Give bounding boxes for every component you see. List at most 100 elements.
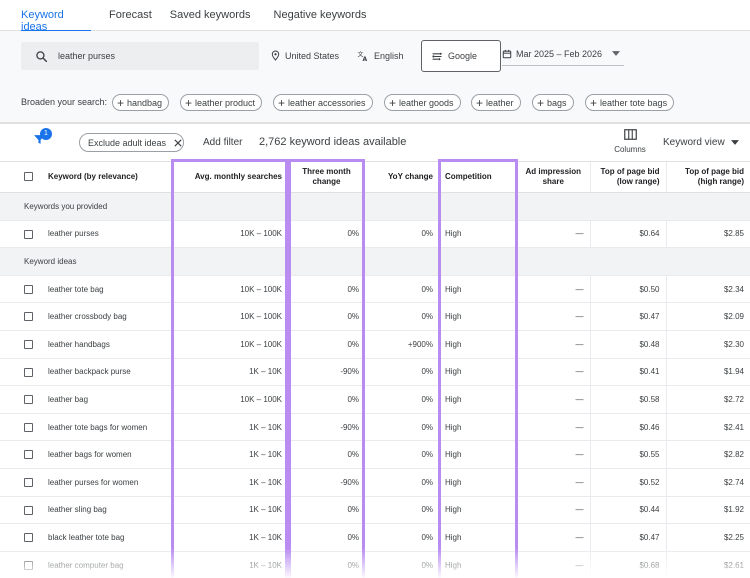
select-all-checkbox[interactable] bbox=[24, 172, 33, 182]
row-checkbox[interactable] bbox=[24, 450, 33, 460]
header-bid-low[interactable]: Top of page bid (low range) bbox=[589, 161, 666, 193]
broaden-label: Broaden your search: bbox=[21, 97, 108, 107]
row-checkbox[interactable] bbox=[24, 339, 33, 349]
exclude-adult-chip[interactable]: Exclude adult ideas bbox=[79, 133, 184, 152]
table-header-row: Keyword (by relevance) Avg. monthly sear… bbox=[0, 161, 750, 193]
add-filter-button[interactable]: Add filter bbox=[203, 137, 243, 148]
table-row[interactable]: leather backpack purse 1K – 10K -90% 0% High… bbox=[0, 358, 750, 387]
section-label: Keyword ideas bbox=[0, 247, 750, 276]
broaden-chip[interactable]: + leather product bbox=[180, 94, 263, 111]
row-checkbox[interactable] bbox=[24, 560, 33, 570]
tab-negative-keywords[interactable]: Negative keywords bbox=[273, 9, 367, 21]
columns-button[interactable]: Columns bbox=[613, 129, 647, 154]
header-avg-monthly-searches[interactable]: Avg. monthly searches bbox=[172, 161, 288, 193]
three-month-cell: -90% bbox=[288, 358, 365, 387]
tab-keyword-ideas[interactable]: Keyword ideas bbox=[21, 0, 91, 33]
impression-cell: — bbox=[517, 440, 590, 469]
dropdown-arrow-icon bbox=[730, 140, 739, 145]
section-row: Keywords you provided bbox=[0, 192, 750, 221]
search-input[interactable]: leather purses bbox=[21, 42, 259, 70]
date-range-filter[interactable]: Mar 2025 – Feb 2026 bbox=[502, 42, 624, 66]
broaden-chip[interactable]: + leather goods bbox=[384, 94, 461, 111]
broaden-chip[interactable]: + bags bbox=[532, 94, 574, 111]
tab-forecast[interactable]: Forecast bbox=[109, 9, 152, 21]
network-filter[interactable]: Google bbox=[421, 40, 501, 72]
table-row[interactable]: leather purses 10K – 100K 0% 0% High — $… bbox=[0, 220, 750, 249]
row-checkbox[interactable] bbox=[24, 312, 33, 322]
table-row[interactable]: leather computer bag 1K – 10K 0% 0% High — $0.… bbox=[0, 551, 750, 578]
competition-cell: High bbox=[439, 440, 517, 469]
broaden-chip[interactable]: + handbag bbox=[112, 94, 170, 111]
broaden-chip[interactable]: + leather accessories bbox=[273, 94, 373, 111]
exclude-adult-label: Exclude adult ideas bbox=[88, 137, 167, 148]
header-bid-high[interactable]: Top of page bid (high range) bbox=[665, 161, 750, 193]
keyword-cell: leather purses bbox=[40, 220, 172, 249]
chip-label: leather product bbox=[195, 97, 256, 108]
select-all-cell[interactable] bbox=[0, 161, 40, 193]
row-select-cell[interactable] bbox=[0, 551, 40, 578]
header-yoy-change[interactable]: YoY change bbox=[365, 161, 439, 193]
location-filter[interactable]: United States bbox=[271, 50, 339, 61]
row-select-cell[interactable] bbox=[0, 330, 40, 359]
impression-cell: — bbox=[517, 302, 590, 331]
impression-cell: — bbox=[517, 220, 590, 249]
table-row[interactable]: black leather tote bag 1K – 10K 0% 0% High — $… bbox=[0, 523, 750, 552]
bid-high-cell: $1.92 bbox=[665, 496, 750, 525]
yoy-cell: 0% bbox=[365, 358, 439, 387]
row-select-cell[interactable] bbox=[0, 440, 40, 469]
tab-saved-keywords[interactable]: Saved keywords bbox=[169, 9, 251, 21]
columns-icon bbox=[623, 129, 637, 140]
competition-cell: High bbox=[439, 275, 517, 304]
bid-low-cell: $0.64 bbox=[589, 220, 666, 249]
table-row[interactable]: leather crossbody bag 10K – 100K 0% 0% High —… bbox=[0, 302, 750, 331]
bid-low-cell: $0.50 bbox=[589, 275, 666, 304]
table-row[interactable]: leather purses for women 1K – 10K -90% 0% Hi… bbox=[0, 468, 750, 497]
header-competition[interactable]: Competition bbox=[439, 161, 517, 193]
row-select-cell[interactable] bbox=[0, 302, 40, 331]
row-checkbox[interactable] bbox=[24, 533, 33, 543]
close-icon[interactable] bbox=[174, 138, 182, 147]
yoy-cell: 0% bbox=[365, 496, 439, 525]
table-row[interactable]: leather tote bags for women 1K – 10K -90% 0… bbox=[0, 413, 750, 442]
three-month-cell: 0% bbox=[288, 302, 365, 331]
row-checkbox[interactable] bbox=[24, 229, 33, 239]
plus-icon: + bbox=[590, 95, 598, 110]
table-row[interactable]: leather bags for women 1K – 10K 0% 0% High — $… bbox=[0, 440, 750, 469]
row-select-cell[interactable] bbox=[0, 468, 40, 497]
competition-cell: High bbox=[439, 496, 517, 525]
row-checkbox[interactable] bbox=[24, 284, 33, 294]
header-three-month-change[interactable]: Three month change bbox=[288, 161, 365, 193]
keyword-view-dropdown[interactable]: Keyword view bbox=[663, 137, 739, 148]
row-select-cell[interactable] bbox=[0, 523, 40, 552]
svg-text:A: A bbox=[363, 56, 368, 62]
row-select-cell[interactable] bbox=[0, 220, 40, 249]
table-row[interactable]: leather sling bag 1K – 10K 0% 0% High — $0.44 $… bbox=[0, 496, 750, 525]
row-checkbox[interactable] bbox=[24, 395, 33, 405]
row-checkbox[interactable] bbox=[24, 367, 33, 377]
header-keyword[interactable]: Keyword (by relevance) bbox=[40, 161, 172, 193]
row-select-cell[interactable] bbox=[0, 275, 40, 304]
plus-icon: + bbox=[537, 95, 545, 110]
row-checkbox[interactable] bbox=[24, 477, 33, 487]
table-row[interactable]: leather tote bag 10K – 100K 0% 0% High — $0.50… bbox=[0, 275, 750, 304]
broaden-chip[interactable]: + leather tote bags bbox=[585, 94, 675, 111]
row-checkbox[interactable] bbox=[24, 422, 33, 432]
keyword-cell: black leather tote bag bbox=[40, 523, 172, 552]
row-select-cell[interactable] bbox=[0, 413, 40, 442]
row-checkbox[interactable] bbox=[24, 505, 33, 515]
table-row[interactable]: leather bag 10K – 100K 0% 0% High — $0.58 $2.72 bbox=[0, 385, 750, 414]
network-label: Google bbox=[448, 51, 478, 61]
bid-low-cell: $0.46 bbox=[589, 413, 666, 442]
row-select-cell[interactable] bbox=[0, 496, 40, 525]
calendar-icon bbox=[502, 49, 512, 58]
table-row[interactable]: leather handbags 10K – 100K 0% +900% High — $0… bbox=[0, 330, 750, 359]
broaden-chip[interactable]: + leather bbox=[471, 94, 521, 111]
bid-high-cell: $2.74 bbox=[665, 468, 750, 497]
keyword-cell: leather crossbody bag bbox=[40, 302, 172, 331]
header-ad-impression-share[interactable]: Ad impression share bbox=[517, 161, 590, 193]
row-select-cell[interactable] bbox=[0, 358, 40, 387]
location-pin-icon bbox=[271, 50, 280, 61]
row-select-cell[interactable] bbox=[0, 385, 40, 414]
